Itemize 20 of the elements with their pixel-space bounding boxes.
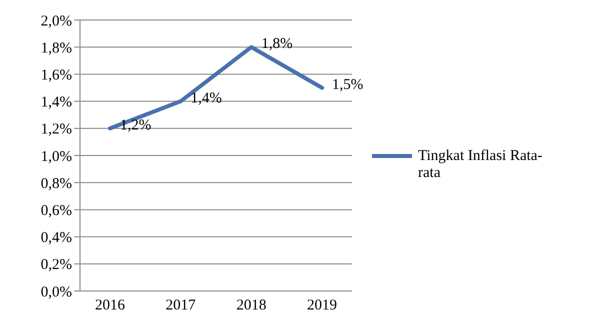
y-tick-label: 0,4%	[40, 230, 72, 246]
y-tick-label: 0,2%	[40, 257, 72, 274]
legend-label: Tingkat Inflasi Rata-rata	[418, 148, 544, 182]
x-tick-label: 2017	[166, 298, 196, 314]
x-tick-label: 2016	[95, 298, 126, 314]
y-tick-label: 0,6%	[40, 203, 72, 220]
y-tick-label: 1,6%	[40, 68, 72, 84]
y-tick-label: 2,0%	[40, 13, 72, 30]
y-tick-label: 1,0%	[40, 148, 72, 165]
y-tick-label: 1,2%	[40, 122, 72, 138]
data-label: 1,4%	[190, 90, 222, 106]
x-tick-label: 2019	[307, 298, 337, 314]
y-tick-label: 1,4%	[40, 94, 72, 111]
y-tick-label: 0,0%	[40, 284, 72, 300]
x-tick-label: 2018	[236, 298, 266, 314]
data-label: 1,8%	[261, 36, 293, 52]
y-tick-label: 0,8%	[40, 176, 72, 192]
data-label: 1,2%	[120, 117, 152, 134]
data-label: 1,5%	[332, 76, 364, 93]
y-tick-label: 1,8%	[40, 40, 72, 56]
